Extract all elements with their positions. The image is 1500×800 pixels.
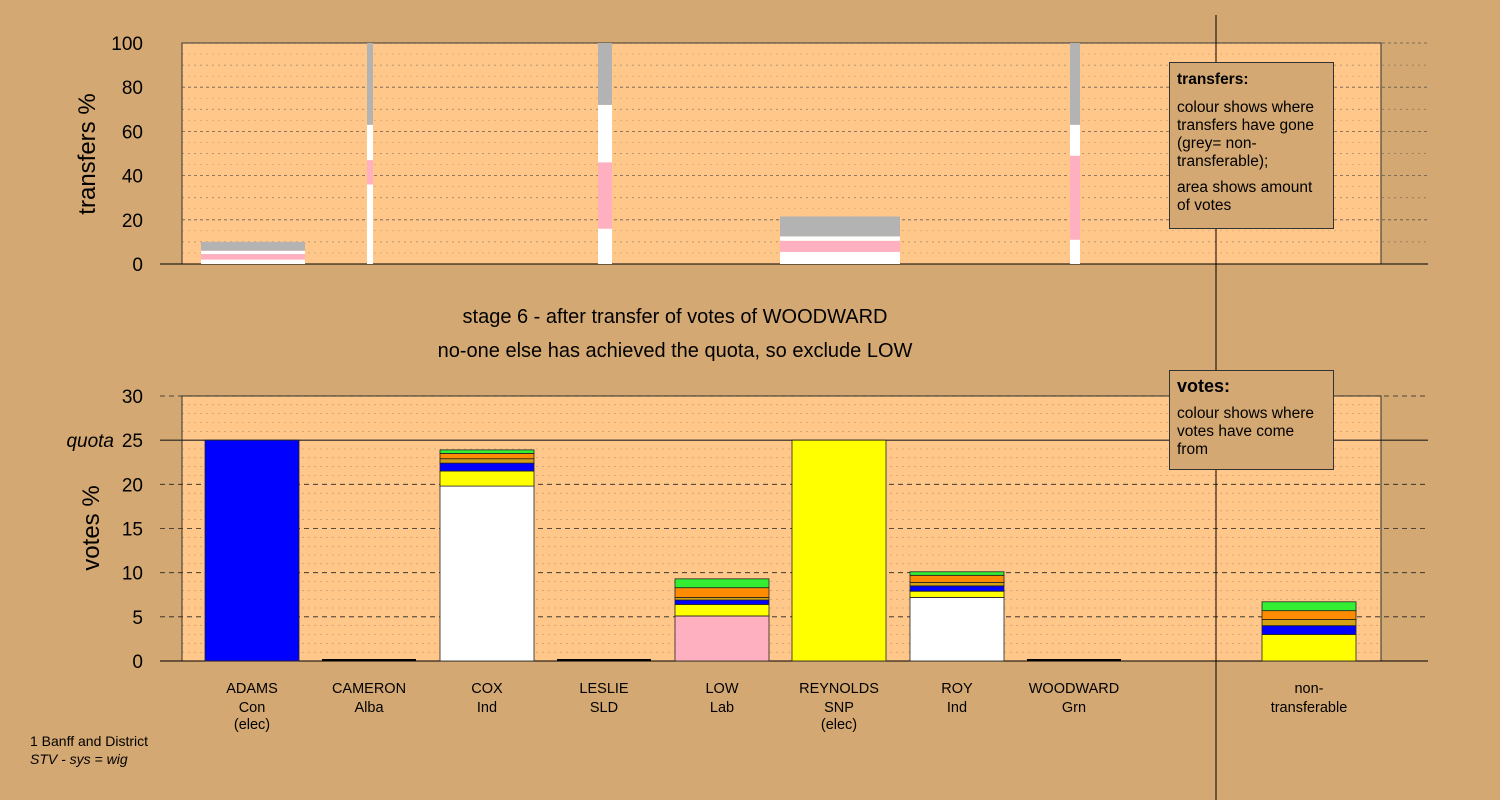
transfer-segment-adams — [201, 259, 305, 264]
vote-segment-low — [674, 604, 770, 617]
candidate-party: Grn — [1062, 700, 1086, 716]
transfers-legend-text-2: area shows amount of votes — [1177, 179, 1313, 214]
votes-y-tick: 20 — [122, 475, 143, 496]
transfer-segment-adams — [201, 250, 305, 255]
vote-segment-adams — [204, 439, 300, 662]
transfer-segment-cameron — [367, 160, 373, 185]
candidate-party: Ind — [947, 700, 967, 716]
vote-segment-non — [1261, 634, 1357, 662]
vote-segment-cox — [439, 453, 535, 460]
votes-y-tick: 10 — [122, 564, 143, 585]
vote-segment-roy — [909, 574, 1005, 583]
votes-legend: votes: colour shows where votes have com… — [1169, 370, 1334, 470]
vote-segment-non — [1261, 619, 1357, 627]
vote-segment-cox — [439, 470, 535, 487]
votes-y-tick: 30 — [122, 387, 143, 408]
candidate-party: Alba — [354, 700, 384, 716]
transfer-segment-cameron — [367, 184, 373, 264]
vote-segment-non — [1261, 601, 1357, 612]
vote-segment-roy — [909, 590, 1005, 598]
vote-segment-roy — [909, 585, 1005, 592]
transfer-segment-adams — [201, 254, 305, 260]
votes-legend-text: colour shows where votes have come from — [1177, 405, 1314, 458]
candidate-status: (elec) — [821, 717, 857, 733]
vote-segment-cox — [439, 485, 535, 662]
vote-segment-low — [674, 615, 770, 662]
transfer-segment-reynolds — [780, 216, 900, 237]
votes-y-label: votes % — [78, 485, 105, 570]
votes-y-tick: 15 — [122, 520, 143, 541]
candidate-name: CAMERON — [332, 681, 406, 697]
candidate-party: SNP — [824, 700, 854, 716]
transfers-y-tick: 60 — [122, 122, 143, 143]
vote-segment-low — [674, 587, 770, 598]
transfers-legend-text-1: colour shows where transfers have gone (… — [1177, 99, 1315, 170]
transfer-segment-cameron — [367, 43, 373, 125]
candidate-status: (elec) — [234, 717, 270, 733]
transfer-segment-leslie — [598, 228, 612, 264]
candidate-party: SLD — [590, 700, 618, 716]
transfer-segment-reynolds — [780, 236, 900, 241]
transfer-segment-cameron — [367, 124, 373, 161]
transfers-y-label: transfers % — [74, 93, 101, 214]
transfer-segment-woodward — [1070, 155, 1080, 240]
candidate-party: Con — [239, 700, 266, 716]
vote-segment-cox — [439, 449, 535, 454]
transfers-y-tick: 20 — [122, 211, 143, 232]
candidate-party: Ind — [477, 700, 497, 716]
vote-segment-reynolds — [791, 439, 887, 662]
footer-system: STV - sys = wig — [30, 751, 128, 767]
transfer-segment-reynolds — [780, 240, 900, 252]
candidate-name: REYNOLDS — [799, 681, 879, 697]
transfer-segment-adams — [201, 241, 305, 251]
transfers-legend: transfers: colour shows where transfers … — [1169, 62, 1334, 229]
transfers-y-tick: 100 — [111, 34, 143, 55]
vote-segment-low — [674, 599, 770, 605]
footer-area: 1 Banff and District — [30, 733, 149, 749]
candidate-name: COX — [471, 681, 503, 697]
stage-title: stage 6 - after transfer of votes of WOO… — [463, 306, 888, 328]
vote-segment-low — [674, 578, 770, 589]
vote-segment-non — [1261, 625, 1357, 635]
stage-action: no-one else has achieved the quota, so e… — [438, 340, 913, 362]
candidate-name: non- — [1294, 681, 1323, 697]
candidate-party: transferable — [1271, 700, 1348, 716]
candidate-party: Lab — [710, 700, 734, 716]
transfers-legend-title: transfers: — [1177, 71, 1249, 88]
transfers-y-tick: 40 — [122, 167, 143, 188]
transfer-segment-leslie — [598, 43, 612, 105]
votes-y-tick: 0 — [132, 652, 143, 673]
votes-y-tick: 25 — [122, 431, 143, 452]
vote-segment-cox — [439, 462, 535, 472]
candidate-name: LOW — [705, 681, 738, 697]
candidate-name: ROY — [941, 681, 973, 697]
votes-y-tick: 5 — [132, 608, 143, 629]
transfer-segment-leslie — [598, 104, 612, 163]
quota-label: quota — [66, 431, 114, 452]
candidate-name: WOODWARD — [1029, 681, 1119, 697]
transfer-segment-woodward — [1070, 124, 1080, 156]
vote-segment-roy — [909, 571, 1005, 576]
transfers-y-tick: 0 — [132, 255, 143, 276]
footer: 1 Banff and District STV - sys = wig — [30, 732, 148, 768]
vote-segment-roy — [909, 581, 1005, 587]
vote-segment-roy — [909, 597, 1005, 662]
transfer-segment-woodward — [1070, 239, 1080, 264]
transfers-y-tick: 80 — [122, 78, 143, 99]
vote-segment-cox — [439, 458, 535, 464]
vote-segment-non — [1261, 610, 1357, 620]
candidate-name: ADAMS — [226, 681, 278, 697]
transfer-segment-reynolds — [780, 251, 900, 264]
transfer-segment-leslie — [598, 162, 612, 229]
transfer-segment-woodward — [1070, 43, 1080, 125]
candidate-name: LESLIE — [579, 681, 628, 697]
votes-legend-title: votes: — [1177, 376, 1231, 396]
